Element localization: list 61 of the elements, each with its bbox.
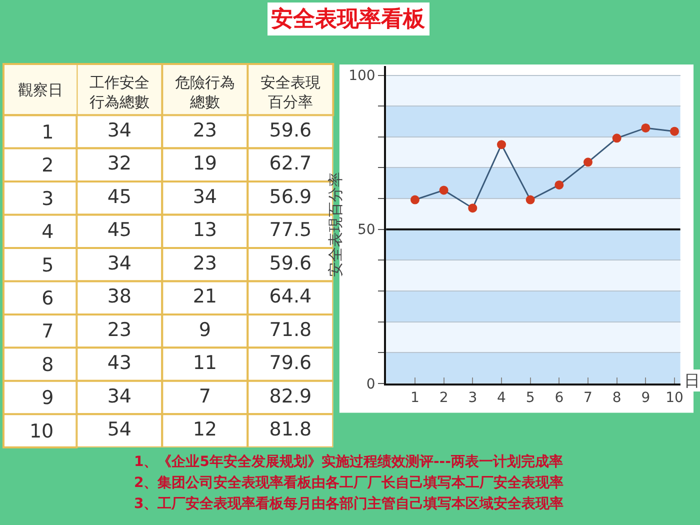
text: 1、《企业5年安全发展规划》实施过程绩效测评---两表一计划完成率 <box>134 453 563 470</box>
data-label: 12 <box>192 418 218 441</box>
data-label: 62.7 <box>269 152 312 175</box>
y-tick-label: 4 <box>42 221 54 244</box>
y-tick-label: 100 <box>348 68 376 84</box>
data-label: 19 <box>192 152 218 175</box>
text: 2、集团公司安全表现率看板由各工厂厂长自己填写本工厂安全表现率 <box>134 474 564 491</box>
x-tick-label: 7 <box>584 390 592 406</box>
y-tick-label: 0 <box>366 376 376 392</box>
x-tick-label: 5 <box>526 390 535 406</box>
x-tick-label: 2 <box>439 390 448 406</box>
x-tick-label: 4 <box>497 390 506 406</box>
data-label: 56.9 <box>269 186 312 208</box>
y-tick-label: 10 <box>29 420 54 442</box>
data-label: 23 <box>192 119 218 142</box>
data-label: 23 <box>107 318 132 341</box>
data-label: 59.6 <box>269 119 312 142</box>
data-label: 82.9 <box>269 385 312 408</box>
data-label: 79.6 <box>269 352 312 374</box>
data-label: 32 <box>107 152 132 175</box>
y-tick-label: 1 <box>42 121 54 144</box>
data-label: 34 <box>107 119 132 142</box>
data-label: 71.8 <box>269 318 312 341</box>
y-tick-label: 6 <box>42 287 54 310</box>
data-label: 34 <box>192 186 218 208</box>
data-label: 23 <box>192 252 218 274</box>
data-label: 13 <box>192 219 218 242</box>
x-tick-label: 6 <box>554 390 564 406</box>
x-tick-label: 安全表現百分率 <box>260 74 320 112</box>
x-tick-label: 9 <box>641 390 650 406</box>
data-label: 34 <box>107 385 132 408</box>
y-tick-label: 50 <box>358 222 376 238</box>
y-tick-label: 7 <box>42 320 54 343</box>
data-label: 45 <box>107 186 132 208</box>
text: 3、工厂安全表现率看板每月由各部门主管自己填写本区域安全表现率 <box>134 495 564 512</box>
x-tick-label: 3 <box>468 390 478 406</box>
x-tick-label: 1 <box>410 390 420 406</box>
y-axis-title: 觀察日 <box>18 81 63 99</box>
data-label: 59.6 <box>269 252 312 274</box>
y-tick-label: 5 <box>42 254 54 276</box>
x-tick-label: 危險行為總數 <box>174 74 235 112</box>
data-label: 77.5 <box>269 219 312 242</box>
data-label: 54 <box>107 418 132 441</box>
data-label: 38 <box>107 286 132 308</box>
data-label: 64.4 <box>269 286 312 308</box>
data-label: 34 <box>107 252 132 274</box>
x-tick-label: 工作安全行為總數 <box>89 74 150 112</box>
x-tick-label: 10 <box>666 390 684 406</box>
x-tick-label: 8 <box>612 390 622 406</box>
data-label: 11 <box>192 352 218 374</box>
y-tick-label: 2 <box>42 154 54 177</box>
y-tick-label: 3 <box>42 188 54 210</box>
x-axis-title: 日 <box>684 371 700 390</box>
y-tick-label: 8 <box>42 354 54 376</box>
data-label: 81.8 <box>269 418 312 441</box>
data-label: 9 <box>198 318 211 341</box>
data-label: 45 <box>107 219 132 242</box>
data-label: 21 <box>192 286 218 308</box>
y-axis-title: 安全表現百分率 <box>326 172 344 278</box>
chart-title: 安全表现率看板 <box>271 6 426 32</box>
data-label: 43 <box>107 352 132 374</box>
